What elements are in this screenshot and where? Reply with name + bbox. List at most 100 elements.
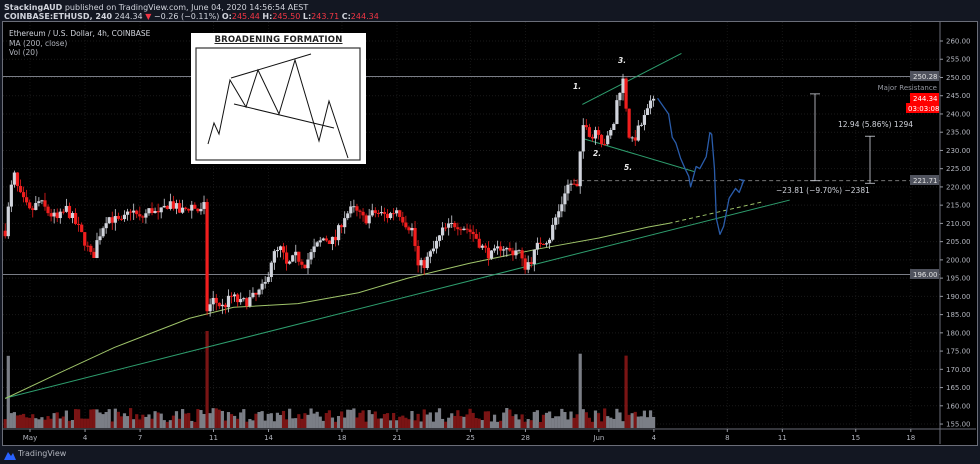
candle-body: [18, 185, 23, 193]
candle-body: [37, 201, 41, 204]
volume-bar: [538, 421, 543, 428]
candle-body: [223, 304, 228, 308]
volume-bar: [86, 418, 90, 428]
candle-body: [193, 204, 197, 209]
candle-body: [404, 222, 408, 228]
volume-bar: [281, 410, 286, 428]
candle-body: [606, 135, 610, 145]
volume-bar: [83, 418, 87, 428]
bar-countdown: 03:03:08: [908, 105, 939, 113]
candle-body: [618, 92, 622, 101]
drawings-overlay: [657, 93, 875, 235]
broadening-formation-image: BROADENING FORMATION: [191, 33, 366, 164]
price-axis[interactable]: 260.00 255.00 250.00 245.00 240.00 235.00 230.…: [939, 22, 971, 444]
volume-bar: [21, 413, 26, 428]
candle-body: [229, 295, 234, 297]
candle-body: [174, 203, 179, 209]
volume-bar: [159, 413, 163, 428]
close-value: 244.34: [350, 12, 379, 21]
price-label-dashed: 221.71: [910, 175, 939, 185]
candle-body: [239, 299, 243, 303]
high-value: 245.50: [272, 12, 301, 21]
volume-bar: [147, 414, 151, 428]
candle-body: [477, 238, 481, 248]
candle-body: [648, 100, 653, 109]
time-axis[interactable]: May 4 7 11 14 18 21 25 28 Jun 4 8 11 15 18: [3, 428, 976, 442]
volume-bar: [156, 412, 160, 428]
candle-body: [465, 228, 469, 230]
volume-bar: [70, 419, 75, 428]
legend-ma[interactable]: MA (200, close): [9, 39, 68, 48]
volume-bar: [486, 411, 491, 428]
candle-body: [150, 208, 154, 213]
volume-bar: [116, 411, 120, 428]
volume-bar: [43, 419, 47, 428]
pattern-point-2: 2.: [593, 149, 601, 158]
candle-body: [462, 228, 466, 231]
candle-body: [492, 248, 497, 251]
legend-volume[interactable]: Vol (20): [9, 48, 39, 57]
high-label: H:: [262, 12, 273, 21]
candle-body: [233, 294, 237, 297]
volume-bar: [468, 408, 472, 428]
candle-body: [593, 130, 598, 139]
price-chart[interactable]: 1. 2. 3. 5. Major Resistance −23.81 (−9.…: [0, 0, 980, 446]
candle-body: [575, 183, 579, 187]
candle-body: [220, 304, 224, 307]
volume-bar: [633, 411, 637, 428]
time-tick-label: Jun: [592, 434, 604, 442]
candle-body: [551, 224, 555, 240]
volume-bar: [80, 418, 84, 428]
volume-bar: [257, 411, 261, 428]
volume-bar: [263, 420, 267, 428]
volume-bar: [122, 413, 127, 428]
ma200-projection-line: [668, 201, 765, 224]
candle-body: [294, 251, 298, 256]
candle-body: [578, 151, 582, 187]
candle-body: [358, 210, 362, 212]
price-tick-label: 210.00: [946, 220, 971, 228]
projection-path: [657, 97, 745, 235]
candle-body: [563, 193, 567, 205]
volume-bar: [150, 418, 154, 428]
volume-bar: [95, 409, 99, 428]
tradingview-logo-icon[interactable]: [3, 449, 17, 461]
volume-bar: [223, 420, 228, 428]
volume-bar: [477, 418, 481, 428]
volume-bar: [40, 417, 44, 428]
volume-bar: [3, 419, 7, 428]
volume-bar: [535, 410, 539, 428]
publisher-name[interactable]: StackingAUD: [4, 3, 63, 12]
volume-bar: [480, 420, 484, 428]
tradingview-brand[interactable]: TradingView: [18, 449, 67, 458]
candle-body: [633, 137, 637, 141]
candle-body: [642, 115, 647, 125]
candle-body: [419, 260, 423, 266]
candle-body: [584, 125, 588, 128]
candle-body: [162, 205, 166, 208]
volume-bar: [55, 412, 59, 428]
volume-bar: [639, 416, 643, 428]
candle-body: [428, 251, 432, 257]
price-tick-label: 180.00: [946, 329, 971, 337]
volume-bar: [376, 418, 380, 428]
volume-bar: [49, 418, 53, 428]
price-label-last: 244.34 03:03:08: [906, 93, 939, 113]
last-price: 244.34: [114, 12, 143, 21]
volume-bar: [581, 409, 585, 428]
volume-bar: [459, 416, 463, 428]
volume-bar: [220, 410, 224, 428]
volume-bar: [382, 414, 387, 428]
time-tick-label: 11: [778, 434, 787, 442]
candle-body: [15, 172, 20, 186]
legend-symbol[interactable]: Ethereum / U.S. Dollar, 4h, COINBASE: [9, 29, 151, 38]
volume-bar: [184, 413, 188, 428]
pattern-point-3: 3.: [618, 56, 626, 65]
volume-bar: [361, 410, 365, 428]
volume-bar: [434, 412, 439, 428]
volume-bar: [73, 409, 78, 428]
candle-body: [496, 246, 500, 249]
volume-bar: [340, 411, 344, 428]
volume-bar: [214, 408, 218, 428]
candle-body: [269, 262, 273, 278]
